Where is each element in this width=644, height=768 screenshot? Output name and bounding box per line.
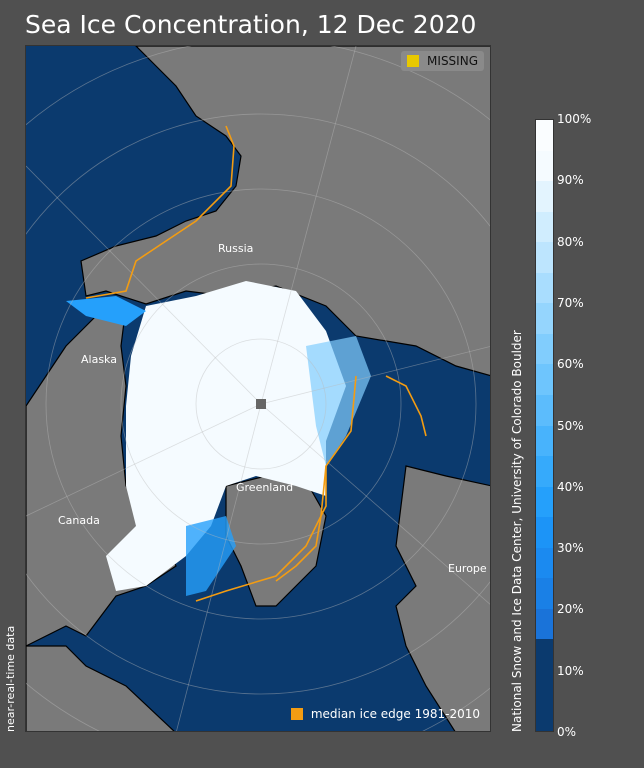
median-swatch	[290, 708, 303, 720]
legend-median-edge: median ice edge 1981-2010	[290, 707, 480, 721]
colorbar-step	[536, 364, 553, 395]
colorbar-step	[536, 150, 553, 182]
legend-missing: MISSING	[401, 51, 484, 71]
label-europe: Europe	[448, 562, 487, 575]
label-russia: Russia	[218, 242, 254, 255]
median-ice-edge	[85, 125, 427, 602]
colorbar-tick: 70%	[557, 295, 584, 310]
colorbar-tick: 20%	[557, 602, 584, 617]
colorbar-step	[536, 303, 553, 334]
colorbar-step	[536, 608, 553, 640]
colorbar-step	[536, 578, 553, 609]
colorbar	[535, 119, 554, 732]
colorbar-step	[536, 669, 553, 701]
colorbar-tick: 50%	[557, 418, 584, 433]
colorbar-tick: 100%	[557, 112, 592, 126]
colorbar-step	[536, 333, 553, 365]
colorbar-step	[536, 181, 553, 212]
colorbar-tick: 30%	[557, 541, 584, 556]
near-real-time-label: near-real-time data	[4, 625, 17, 732]
median-label: median ice edge 1981-2010	[310, 707, 480, 721]
missing-label: MISSING	[427, 54, 478, 68]
colorbar-step	[536, 272, 553, 304]
label-canada: Canada	[58, 514, 100, 527]
colorbar-step	[536, 120, 553, 151]
graticule	[26, 46, 490, 731]
pole-hole	[256, 399, 266, 409]
colorbar-tick: 80%	[557, 234, 584, 249]
sea-ice	[66, 281, 371, 596]
land-russia	[80, 46, 490, 377]
map-title: Sea Ice Concentration, 12 Dec 2020	[25, 10, 477, 39]
sea-ice-map: MISSING Russia Alaska Canada Greenland E…	[25, 45, 491, 732]
land-hudson	[26, 645, 175, 731]
colorbar-step	[536, 394, 553, 426]
label-greenland: Greenland	[236, 481, 294, 494]
land-europe	[395, 465, 490, 731]
colorbar-step	[536, 211, 553, 243]
colorbar-step	[536, 242, 553, 273]
colorbar-tick: 40%	[557, 479, 584, 494]
colorbar-step	[536, 547, 553, 579]
label-alaska: Alaska	[81, 353, 117, 366]
colorbar-tick: 0%	[557, 725, 577, 739]
colorbar-step	[536, 517, 553, 548]
colorbar-step	[536, 486, 553, 518]
colorbar-step	[536, 456, 553, 487]
missing-swatch	[407, 55, 420, 67]
colorbar-step	[536, 700, 553, 731]
map-graphic	[26, 46, 490, 731]
colorbar-step	[536, 425, 553, 457]
credit-label: National Snow and Ice Data Center, Unive…	[510, 330, 524, 732]
colorbar-tick: 60%	[557, 357, 584, 372]
colorbar-step	[536, 639, 553, 670]
colorbar-tick: 10%	[557, 663, 584, 678]
colorbar-tick: 90%	[557, 173, 584, 188]
